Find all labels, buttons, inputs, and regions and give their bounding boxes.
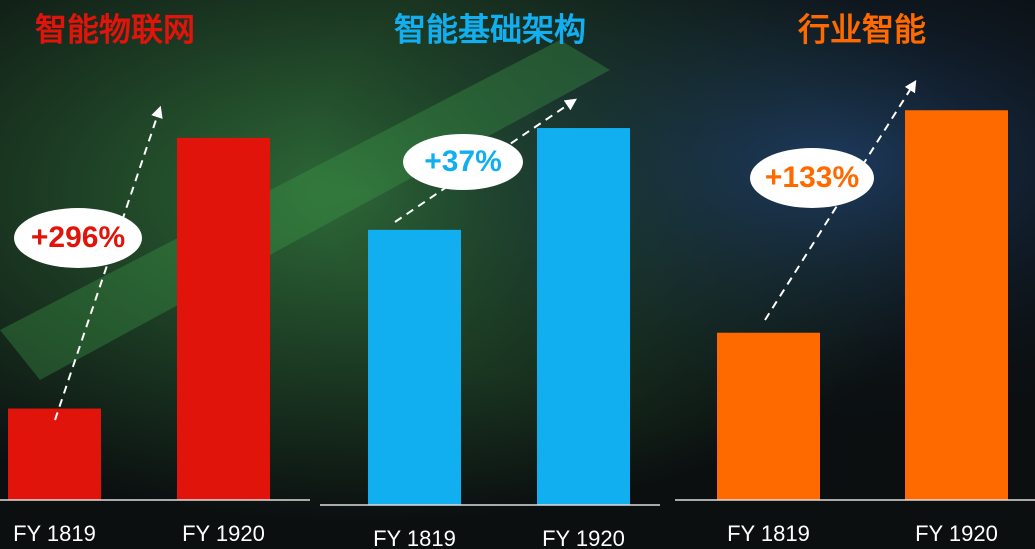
x-tick-label: FY 1920 <box>542 526 625 549</box>
bar <box>717 332 820 500</box>
annotation: +296% <box>31 221 125 254</box>
chart-title: 行业智能 <box>798 11 926 47</box>
x-tick-label: FY 1920 <box>915 521 998 546</box>
bar <box>368 229 461 506</box>
chart-title: 智能基础架构 <box>394 11 586 47</box>
x-tick-label: FY 1920 <box>182 521 265 546</box>
chart-title: 智能物联网 <box>35 11 195 47</box>
x-tick-label: FY 1819 <box>373 526 456 549</box>
annotation: +37% <box>424 145 502 178</box>
annotation-bubble <box>750 148 874 208</box>
x-tick-label: FY 1819 <box>727 521 810 546</box>
bar <box>8 408 101 500</box>
annotation-bubble <box>14 208 142 268</box>
bar <box>177 137 270 500</box>
background-device <box>0 40 610 380</box>
annotation-bubble <box>403 134 523 190</box>
bar <box>537 128 630 505</box>
bar <box>905 110 1008 500</box>
x-tick-label: FY 1819 <box>13 521 96 546</box>
annotation: +133% <box>765 161 859 194</box>
